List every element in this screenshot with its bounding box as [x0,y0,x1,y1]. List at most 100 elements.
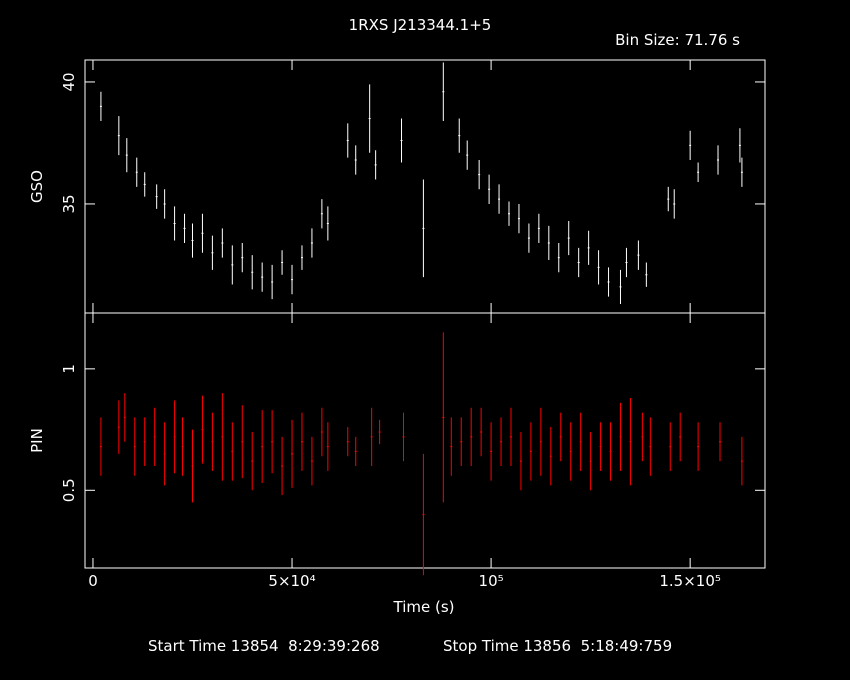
bin-size: Bin Size: 71.76 s [615,31,740,49]
error-bar-point [320,407,323,457]
x-tick-label: 1.5×10⁵ [659,572,721,590]
error-bar-point [135,157,138,187]
error-bar-point [442,332,445,503]
error-bar-point [577,247,580,278]
error-bar-point [281,436,284,496]
error-bar-point [251,432,254,491]
error-bar-point [354,436,357,466]
error-bar-point [422,453,425,576]
error-bar-point [326,206,329,241]
error-bar-point [300,245,303,270]
error-bar-point [559,412,562,462]
error-bar-point [498,184,501,214]
error-bar-point [450,417,453,476]
error-bar-point [211,412,214,471]
error-bar-point [400,118,403,163]
error-bar-point [740,157,743,187]
y-axis-label: PIN [28,428,46,453]
error-bar-point [697,162,700,182]
error-bar-point [271,264,274,300]
error-bar-point [619,402,622,471]
error-bar-point [442,62,445,121]
error-bar-point [637,240,640,270]
error-bar-point [649,417,652,476]
error-bar-point [547,225,550,261]
error-bar-point [191,223,194,258]
x-tick-label: 0 [88,572,98,590]
error-bar-point [607,267,610,297]
error-bar-point [125,138,128,173]
error-bar-point [740,436,743,486]
error-bar-point [271,410,274,474]
error-bar-point [221,228,224,258]
error-bar-point [508,201,511,226]
error-bar-point [625,247,628,278]
y-tick-label: 35 [60,194,78,213]
error-bar-point [281,250,284,275]
error-bar-point [99,417,102,476]
error-bar-point [549,427,552,486]
error-bar-point [291,419,294,488]
error-bar-point [689,130,692,161]
error-bar-point [143,417,146,466]
error-bar-point [231,245,234,285]
start-time: Start Time 13854 8:29:39:268 [148,637,380,655]
plot-frame [84,312,766,569]
error-bar-point [143,172,146,197]
error-bar-point [346,123,349,158]
error-bar-point [117,400,120,454]
error-bar-point [490,422,493,481]
error-bar-point [488,174,491,204]
error-bar-point [579,412,582,471]
error-bar-point [629,398,632,486]
error-bar-point [609,422,612,481]
error-bar-point [201,213,204,253]
error-bar-point [478,160,481,190]
error-bar-point [500,417,503,466]
error-bar-point [402,412,405,462]
error-bar-point [320,199,323,229]
error-bar-point [557,242,560,273]
y-tick-label: 1 [60,364,78,374]
error-bar-point [641,412,644,462]
error-bar-point [719,422,722,462]
error-bar-point [597,250,600,285]
error-bar-point [261,262,264,292]
error-bar-point [221,393,224,481]
error-bar-point [466,140,469,170]
error-bar-point [163,189,166,219]
error-bar-point [539,407,542,476]
error-bar-point [123,393,126,442]
error-bar-point [201,395,204,464]
error-bar-point [326,422,329,471]
y-axis-label: GSO [28,170,46,203]
error-bar-point [519,432,522,491]
error-bar-point [117,116,120,156]
y-tick-label: 0.5 [60,478,78,502]
error-bar-point [241,405,244,479]
error-bar-point [378,419,381,445]
error-bar-point [133,417,136,476]
error-bar-point [99,91,102,121]
error-bar-point [460,417,463,466]
x-tick-label: 5×10⁴ [268,572,315,590]
error-bar-point [529,422,532,481]
error-bar-point [517,203,520,234]
plot-frame [84,59,766,314]
error-bar-point [480,407,483,457]
y-tick-label: 40 [60,72,78,91]
error-bar-point [509,407,512,466]
error-bar-point [370,407,373,466]
error-bar-point [173,400,176,474]
error-bar-point [567,221,570,256]
error-bar-point [346,427,349,457]
error-bar-point [310,228,313,258]
error-bar-point [183,213,186,243]
error-bar-point [589,432,592,491]
error-bar-point [537,213,540,243]
error-bar-point [155,184,158,209]
error-bar-point [645,262,648,287]
error-bar-point [599,422,602,471]
error-bar-point [458,118,461,153]
